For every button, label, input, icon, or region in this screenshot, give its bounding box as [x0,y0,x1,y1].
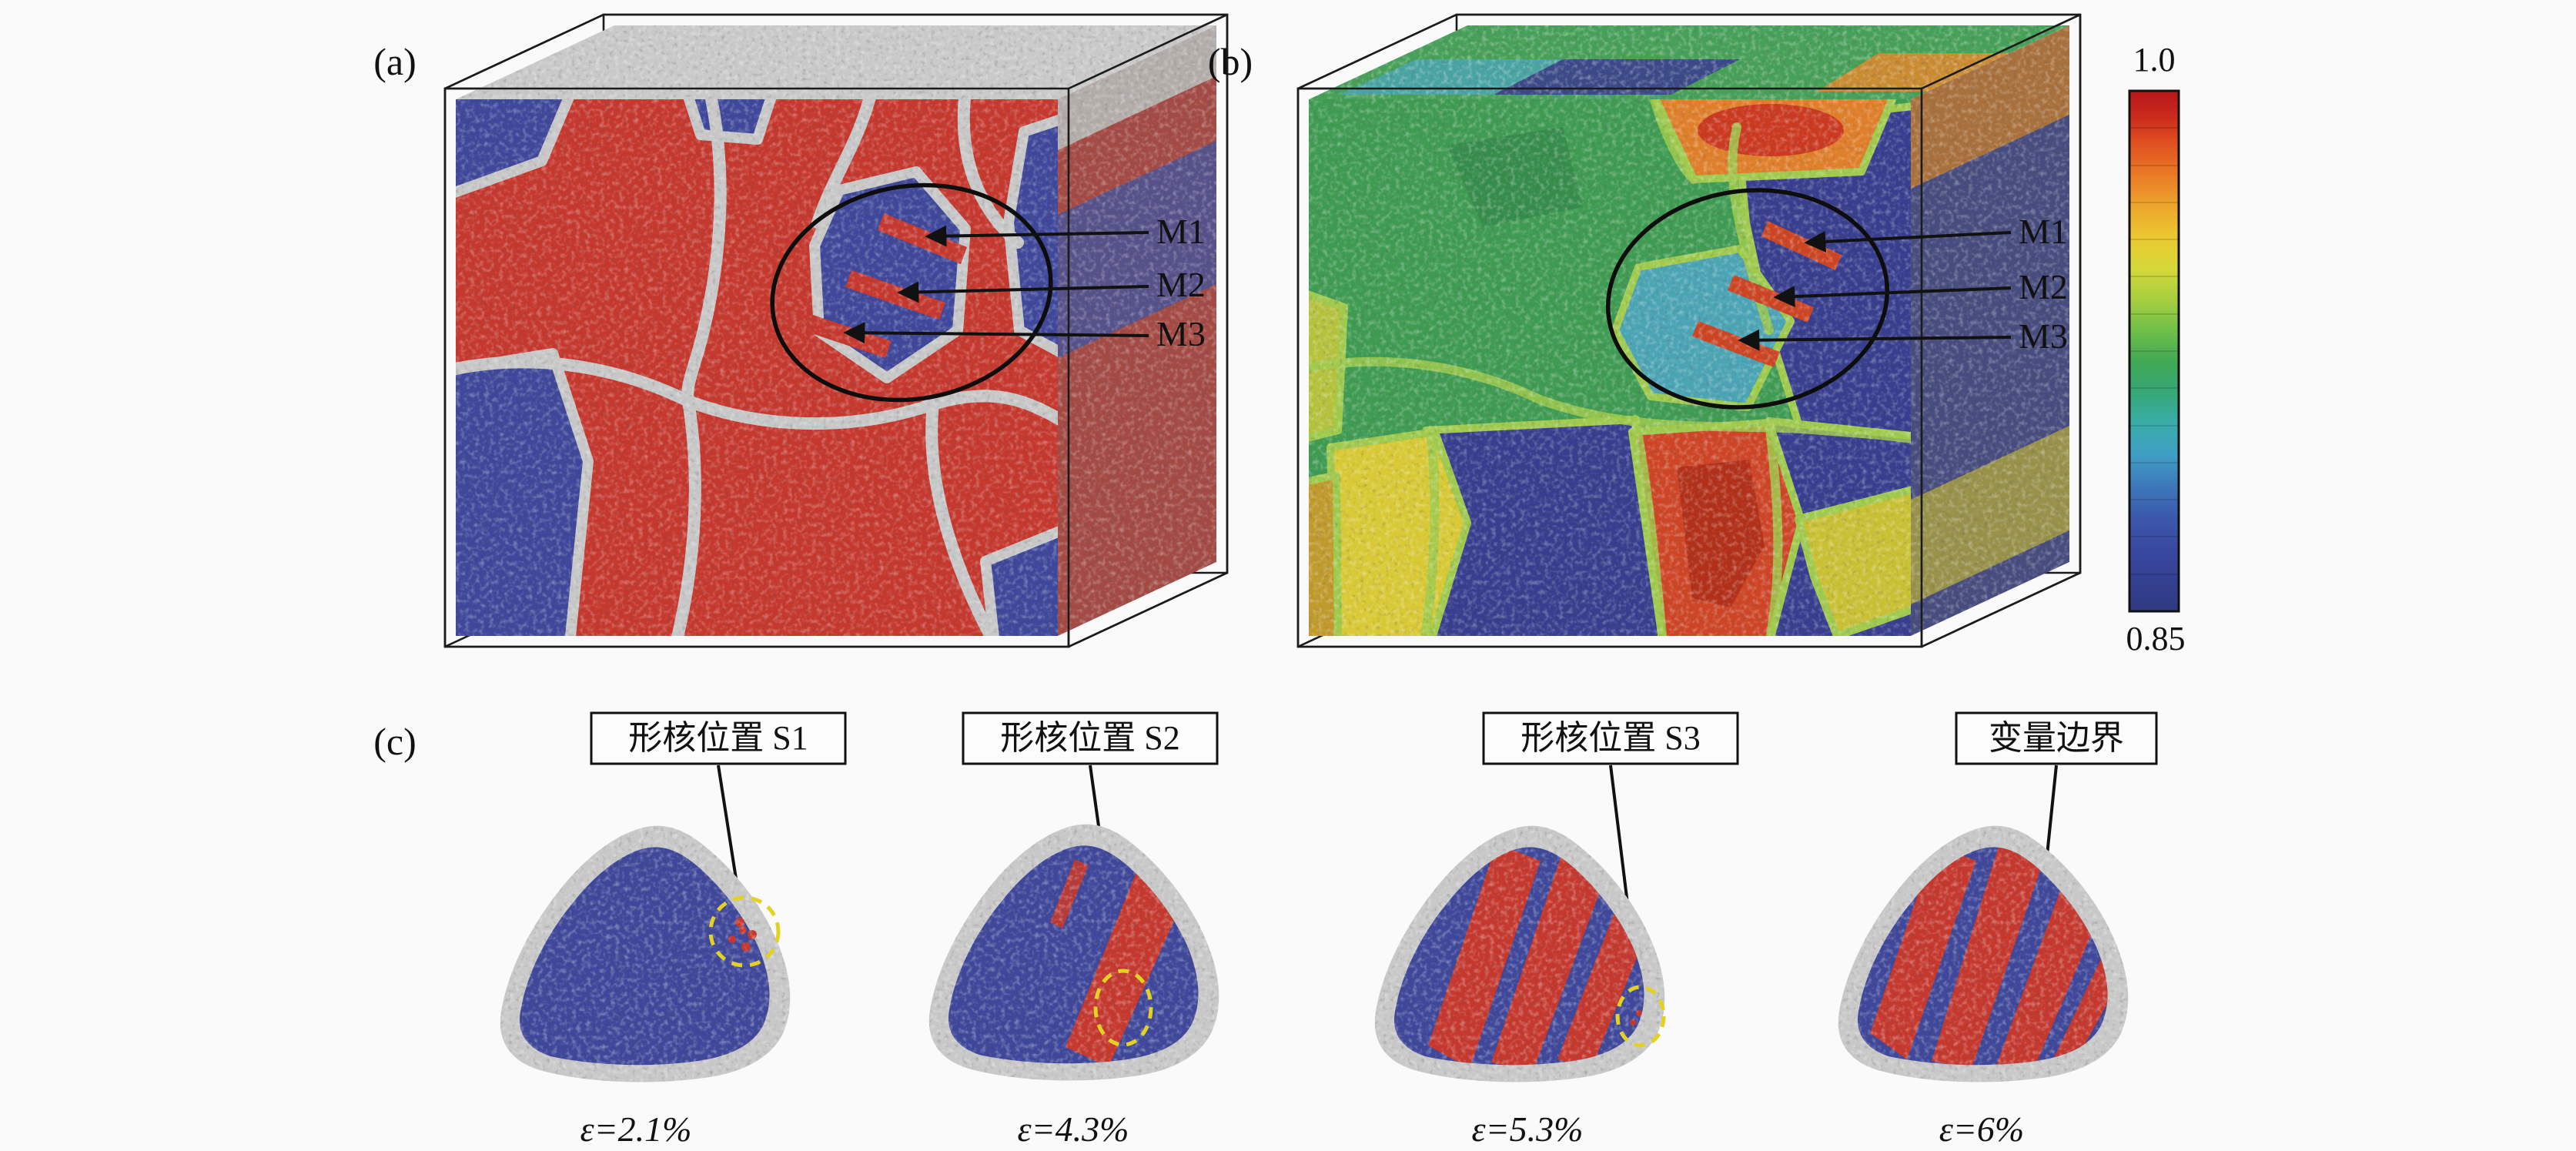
nucleation-box-label-2: 形核位置 S2 [1000,719,1179,757]
grain-face-a [456,99,1058,636]
m1-arrow-b [1804,230,2012,253]
nucleation-circle-2 [1093,969,1153,1047]
nucleation-box-4 [1955,711,2158,765]
panel-c: (c) 形核位置 S1 形核位置 S2 形核位置 S3 变量边界 [373,711,2158,1149]
atom-speckle [500,825,791,1082]
panel-c-label: (c) [373,720,417,763]
highlight-ellipse-b [1605,188,1890,410]
atom-speckle [1374,825,1665,1082]
particle-1 [500,825,791,1082]
annotation-boxes: 形核位置 S1 形核位置 S2 形核位置 S3 变量边界 [590,711,2158,765]
colorbar-ticks [2129,127,2179,575]
side-face-a [1058,25,1216,636]
atom-speckle [928,824,1219,1081]
nucleation-box-1 [590,711,847,765]
m1-label-b: M1 [2019,212,2068,251]
panel-b-label: (b) [1208,40,1253,83]
nucleation-box-3 [1482,711,1739,765]
m2-arrow-a [897,281,1149,303]
m2-arrow-b [1773,286,2012,308]
m2-label-a: M2 [1156,265,1206,304]
m3-label-b: M3 [2019,316,2068,356]
colorbar: 1.0 0.85 [2126,41,2186,657]
particle-3 [1374,825,1666,1082]
m1-label-a: M1 [1156,212,1206,251]
colorbar-max-label: 1.0 [2133,41,2176,79]
particle-4 [1838,825,2129,1082]
cube-wireframe-a [443,13,1229,648]
colorbar-min-label: 0.85 [2126,620,2186,657]
strain-labels: ε=2.1% ε=4.3% ε=5.3% ε=6% [580,1109,2025,1149]
panel-a-label: (a) [373,40,417,83]
nucleation-box-label-1: 形核位置 S1 [628,719,808,757]
highlight-ellipse-a [770,182,1053,403]
marker-annotations-a: M1 M2 M3 [843,212,1206,353]
strain-label-3: ε=5.3% [1472,1109,1584,1149]
strain-label-2: ε=4.3% [1018,1109,1129,1149]
atom-speckle [1838,825,2129,1082]
particle-2 [928,824,1219,1081]
grain-face-b [1309,99,1911,636]
m1-arrow-a [925,225,1149,247]
strain-label-4: ε=6% [1939,1109,2025,1149]
atom-speckle [456,99,1058,636]
panel-a: (a) [373,13,1229,648]
m3-arrow-a [843,322,1149,344]
nucleation-box-2 [962,711,1219,765]
marker-annotations-b: M1 M2 M3 [1738,212,2068,356]
m2-label-b: M2 [2019,267,2068,306]
nucleation-circle-3 [1615,985,1666,1048]
atom-speckle [1058,25,1216,636]
colorbar-gradient [2128,89,2180,613]
m3-arrow-b [1738,329,2012,351]
nucleation-box-label-3: 形核位置 S3 [1521,719,1700,757]
nucleation-box-label-4: 变量边界 [1989,719,2124,757]
cube-wireframe-b [1296,13,2082,648]
strain-label-1: ε=2.1% [580,1109,692,1149]
side-face-b [1911,25,2069,636]
panel-b: (b) [1208,13,2082,648]
atom-speckle [1309,99,1911,636]
nucleation-circle-1 [708,895,781,968]
m3-label-a: M3 [1156,314,1206,353]
atom-speckle [1911,25,2069,636]
